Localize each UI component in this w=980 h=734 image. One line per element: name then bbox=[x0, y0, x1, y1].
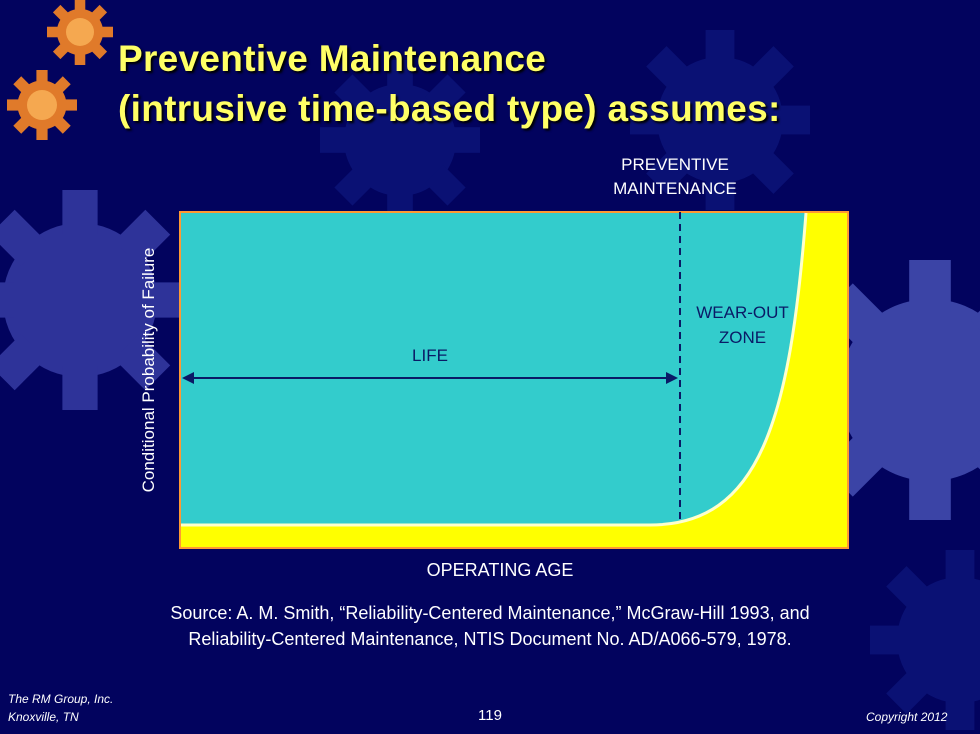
wearout-label: WEAR-OUT ZONE bbox=[680, 300, 805, 350]
footer-company: The RM Group, Inc. bbox=[8, 692, 114, 706]
wearout-curve bbox=[181, 212, 808, 527]
slide-title-line2: (intrusive time-based type) assumes: bbox=[118, 88, 781, 129]
footer-location: Knoxville, TN bbox=[8, 710, 79, 724]
failure-diagram bbox=[179, 211, 849, 549]
pm-label-line1: PREVENTIVE bbox=[621, 155, 729, 174]
pm-label: PREVENTIVE MAINTENANCE bbox=[575, 153, 775, 201]
y-axis-label: Conditional Probability of Failure bbox=[139, 247, 158, 493]
x-axis-label: OPERATING AGE bbox=[426, 560, 574, 580]
pm-label-line2: MAINTENANCE bbox=[613, 179, 737, 198]
source-line1: Source: A. M. Smith, “Reliability-Center… bbox=[170, 603, 810, 623]
life-region bbox=[181, 213, 806, 525]
arrowhead-left-icon bbox=[182, 372, 194, 384]
wearout-label-line2: ZONE bbox=[718, 328, 767, 347]
page-number: 119 bbox=[478, 707, 502, 724]
orange-gear-icon bbox=[6, 0, 113, 140]
slide-title-line1: Preventive Maintenance bbox=[118, 38, 547, 79]
wearout-label-line1: WEAR-OUT bbox=[696, 303, 789, 322]
source-line2: Reliability-Centered Maintenance, NTIS D… bbox=[188, 629, 792, 649]
background-gear-icon bbox=[0, 190, 190, 410]
life-label: LIFE bbox=[412, 346, 448, 365]
arrowhead-right-icon bbox=[666, 372, 678, 384]
footer-copyright: Copyright 2012 bbox=[866, 710, 948, 724]
